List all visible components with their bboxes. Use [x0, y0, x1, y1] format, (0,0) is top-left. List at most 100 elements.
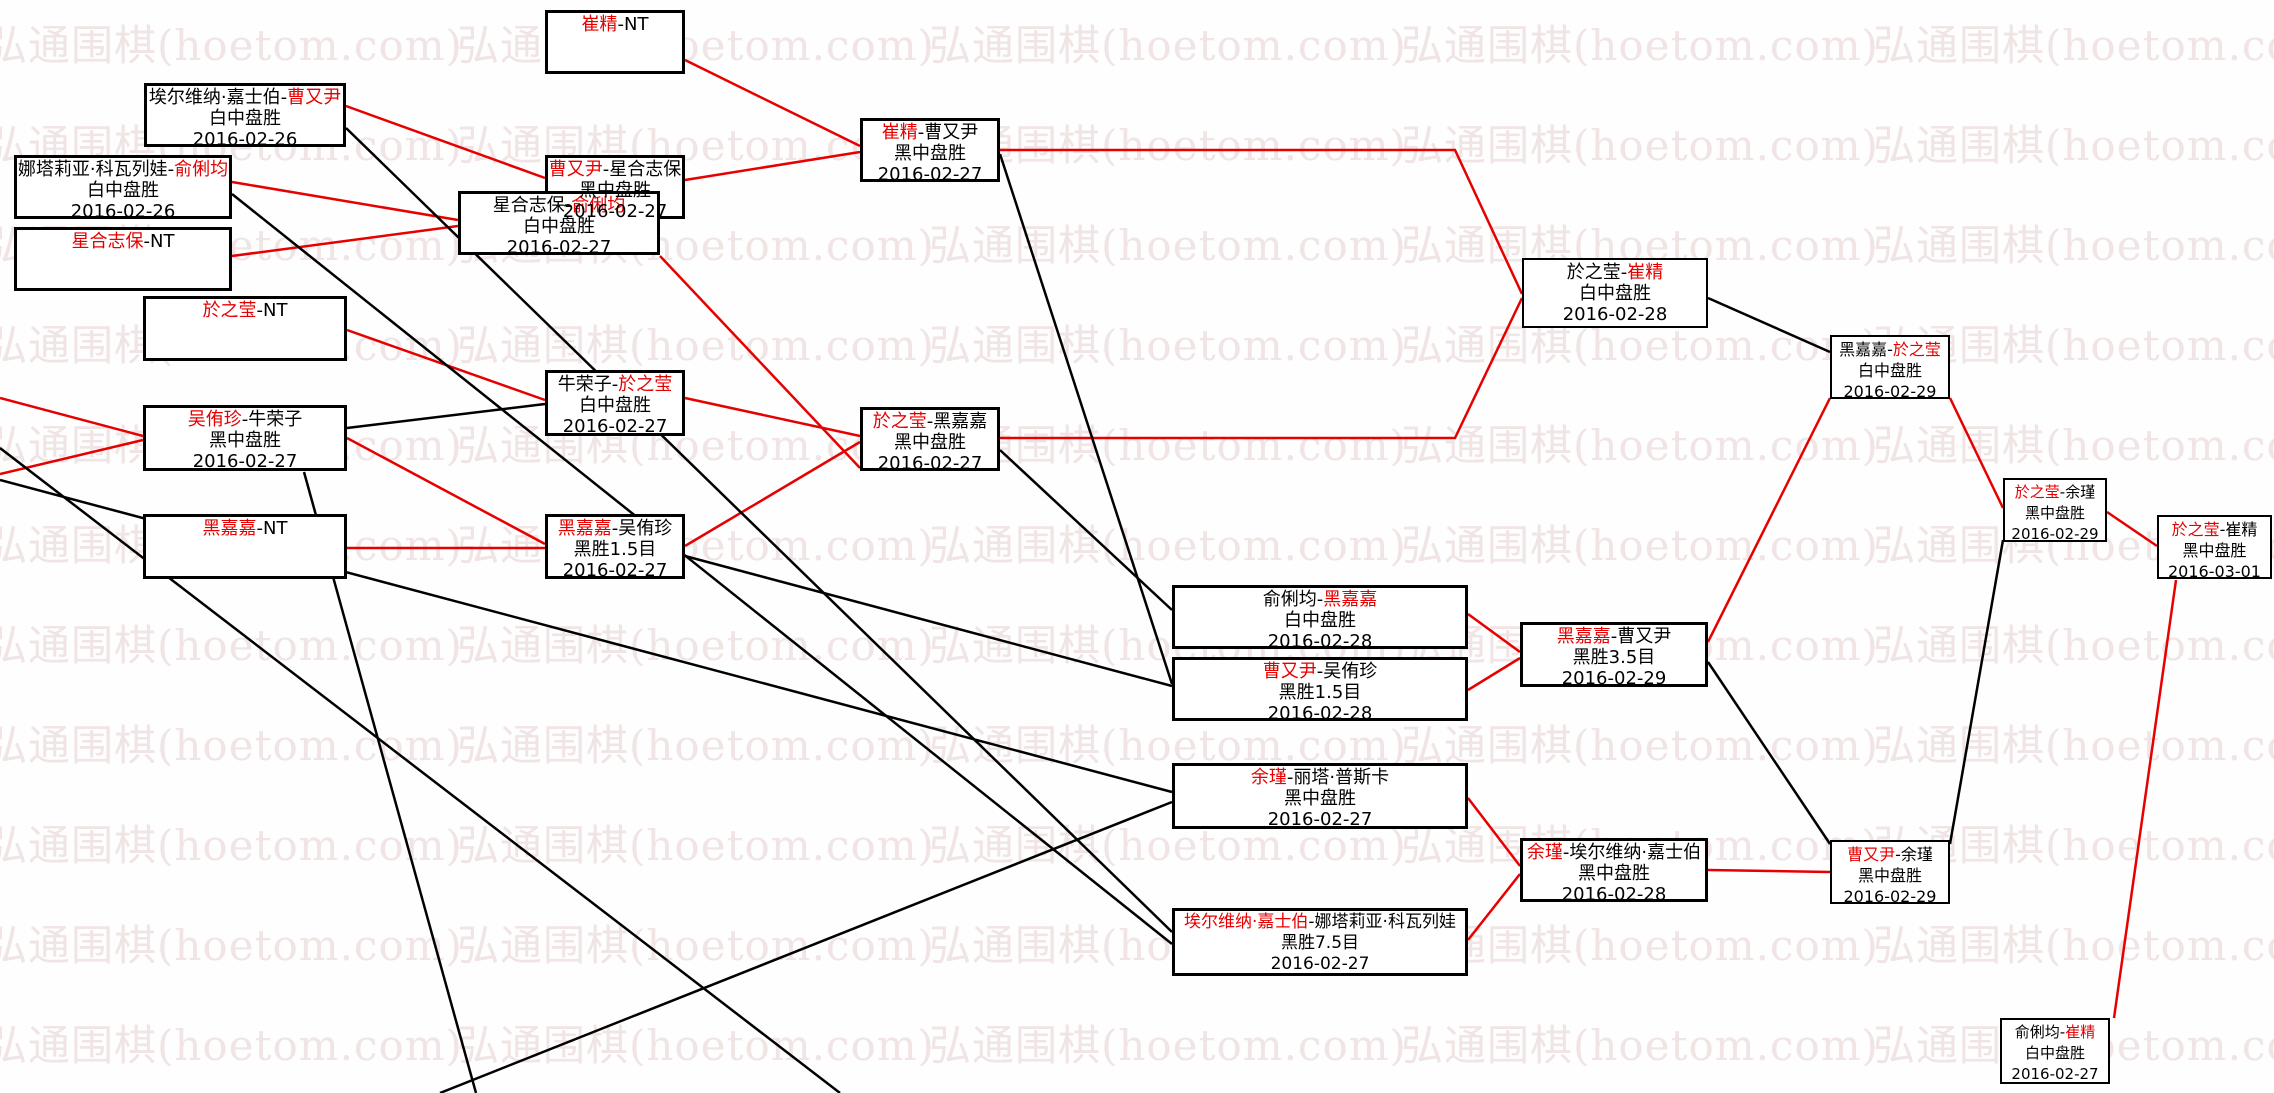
match-box-elvina-cao: [144, 83, 346, 147]
match-players: 曹又尹-吴侑珍: [1172, 661, 1468, 682]
player-name: 於之莹-: [1566, 262, 1628, 283]
watermark-text: 弘通围棋(hoetom.com): [1873, 221, 2274, 270]
match-players: 俞俐均-黑嘉嘉: [1172, 589, 1468, 610]
winner-player-name: 於之莹: [2014, 483, 2060, 501]
winner-player-name: 曹又尹: [548, 159, 603, 180]
match-result: 黑中盘胜: [2024, 504, 2085, 522]
watermark-text: 弘通围棋(hoetom.com): [929, 421, 1407, 470]
loser-drop-line: [1948, 539, 2005, 845]
watermark-text: 弘通围棋(hoetom.com): [457, 521, 935, 570]
winner-advance-line: [684, 396, 861, 438]
watermark-text: 弘通围棋(hoetom.com): [1401, 121, 1879, 170]
match-date: 2016-02-29: [1561, 668, 1667, 689]
player-name: -NT: [256, 300, 288, 321]
watermark-text: 弘通围棋(hoetom.com): [457, 721, 935, 770]
match-text: 牛荣子-於之莹 白中盘胜 2016-02-27: [545, 370, 685, 437]
match-box-yujin-elvina: [1520, 838, 1708, 902]
player-name: -牛荣子: [241, 409, 303, 430]
match-result: 黑胜7.5目: [1280, 933, 1360, 953]
player-name: -吴侑珍: [611, 518, 673, 539]
loser-drop-line: [231, 193, 1173, 945]
watermark-text: 弘通围棋(hoetom.com): [1873, 21, 2274, 70]
player-name: -埃尔维纳·嘉士伯: [1562, 842, 1702, 863]
match-players: 埃尔维纳·嘉士伯-曹又尹: [144, 87, 346, 108]
player-name: 黑嘉嘉-: [1839, 340, 1893, 359]
winner-advance-line: [231, 224, 459, 258]
match-box-natalia-yulijun: [14, 155, 232, 219]
watermark-text: 弘通围棋(hoetom.com): [1401, 721, 1879, 770]
winner-player-name: 於之莹: [872, 411, 927, 432]
match-players: 俞俐均-崔精: [2000, 1022, 2110, 1043]
match-date: 2016-02-28: [1562, 304, 1668, 325]
winner-player-name: 星合志保: [71, 231, 144, 252]
match-result: 白中盘胜: [87, 180, 159, 201]
match-text: 星合志保-俞俐均 白中盘胜 2016-02-27: [458, 191, 660, 258]
loser-drop-line: [1707, 296, 1831, 354]
winner-player-name: 余瑾: [1250, 767, 1287, 788]
match-players: 吴侑珍-牛荣子: [143, 409, 347, 430]
match-text: 余瑾-丽塔·普斯卡 黑中盘胜 2016-02-27: [1172, 763, 1468, 830]
match-box-hoshiai-yulijun: [458, 191, 660, 255]
match-players: 余瑾-埃尔维纳·嘉士伯: [1520, 842, 1708, 863]
match-text: 俞俐均-黑嘉嘉 白中盘胜 2016-02-28: [1172, 585, 1468, 652]
loser-drop-line: [1706, 661, 1832, 845]
match-players: 黑嘉嘉-NT: [143, 518, 347, 539]
match-text: 娜塔莉亚·科瓦列娃-俞俐均 白中盘胜 2016-02-26: [14, 155, 232, 222]
match-text: 於之莹-崔精 白中盘胜 2016-02-28: [1522, 258, 1708, 328]
loser-drop-line: [345, 127, 1173, 933]
winner-advance-line: [1467, 612, 1521, 654]
watermark-text: 弘通围棋(hoetom.com): [0, 1021, 463, 1070]
watermark-text: 弘通围棋(hoetom.com): [0, 821, 463, 870]
winner-player-name: 於之莹: [618, 374, 673, 395]
winner-player-name: 黑嘉嘉: [202, 518, 257, 539]
winner-advance-line: [1707, 868, 1831, 874]
winner-player-name: 於之莹: [1892, 340, 1941, 359]
match-date: 2016-02-29: [1843, 382, 1937, 401]
winner-player-name: 曹又尹: [1847, 845, 1896, 864]
player-name: -娜塔莉亚·科瓦列娃: [1308, 912, 1456, 932]
watermark-text: 弘通围棋(hoetom.com): [0, 21, 463, 70]
match-text: 曹又尹-吴侑珍 黑胜1.5目 2016-02-28: [1172, 657, 1468, 724]
match-date: 2016-02-27: [1267, 809, 1373, 830]
match-box-wu-niu: [143, 405, 347, 471]
match-date: 2016-02-26: [70, 201, 176, 222]
match-players: 於之莹-崔精: [1522, 262, 1708, 283]
winner-advance-line: [1467, 797, 1521, 867]
watermark-text: 弘通围棋(hoetom.com): [457, 321, 935, 370]
watermark-text: 弘通围棋(hoetom.com): [457, 121, 935, 170]
match-result: 黑中盘胜: [894, 143, 966, 164]
match-box-hei-cao-0229: [1520, 622, 1708, 687]
player-name: -NT: [256, 518, 288, 539]
match-players: 黑嘉嘉-曹又尹: [1520, 626, 1708, 647]
match-players: 於之莹-NT: [143, 300, 347, 321]
match-players: 星合志保-俞俐均: [458, 195, 660, 216]
match-box-elvina-natalia: [1172, 908, 1468, 976]
player-name: 娜塔莉亚·科瓦列娃-: [17, 159, 175, 180]
match-text: 黑嘉嘉-吴侑珍 黑胜1.5目 2016-02-27: [545, 514, 685, 581]
winner-advance-line: [1467, 656, 1521, 692]
player-name: 俞俐均-: [2014, 1023, 2066, 1041]
winner-player-name: 埃尔维纳·嘉士伯: [1184, 912, 1309, 932]
match-players: 星合志保-NT: [14, 231, 232, 252]
match-box-yulijun-hei: [1172, 585, 1468, 649]
player-name: 星合志保-: [492, 195, 572, 216]
match-result: 黑中盘胜: [2182, 541, 2247, 560]
player-name: -NT: [143, 231, 175, 252]
loser-drop-line: [439, 800, 1173, 1093]
match-date: 2016-03-01: [2168, 562, 2261, 581]
match-text: 埃尔维纳·嘉士伯-娜塔莉亚·科瓦列娃 黑胜7.5目 2016-02-27: [1172, 908, 1468, 976]
loser-drop-line: [998, 153, 1174, 685]
match-players: 於之莹-崔精: [2157, 519, 2272, 540]
match-result: 黑中盘胜: [579, 180, 651, 201]
winner-player-name: 黑嘉嘉: [1556, 626, 1611, 647]
winner-player-name: 黑嘉嘉: [1323, 589, 1378, 610]
match-box-cao-yujin-0229: [1830, 840, 1950, 904]
match-result: 黑中盘胜: [209, 430, 281, 451]
match-text: 黑嘉嘉-NT: [143, 514, 347, 579]
match-date: 2016-02-26: [192, 129, 298, 150]
winner-advance-line: [2106, 510, 2158, 548]
match-box-final-yuzhiying-cuijing: [2157, 515, 2272, 579]
winner-player-name: 崔精: [1627, 262, 1664, 283]
winner-advance-line: [684, 150, 861, 182]
winner-player-name: 曹又尹: [287, 87, 342, 108]
